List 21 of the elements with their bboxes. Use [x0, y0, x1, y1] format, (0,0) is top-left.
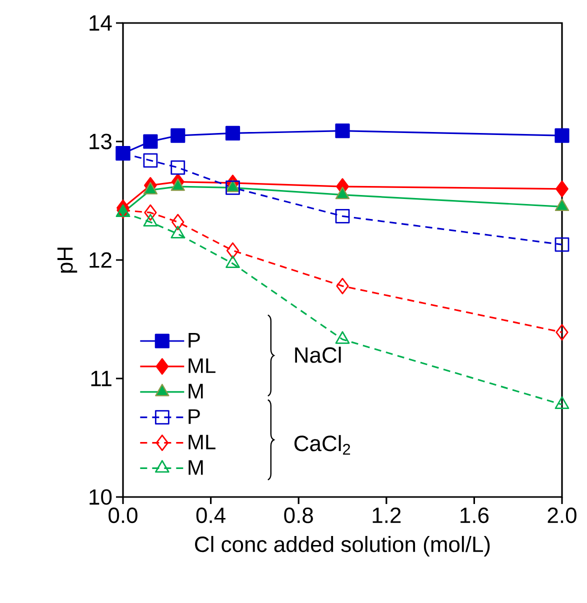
- y-tick-label: 10: [90, 489, 112, 505]
- x-tick-label: 2.0: [548, 508, 576, 524]
- annotation: CaCl$_{2}$: [294, 435, 350, 455]
- annotation: NaCl: [295, 346, 341, 363]
- x-tick-label: 1.6: [460, 508, 489, 524]
- y-tick-label: 13: [90, 134, 112, 150]
- y-tick-label: 11: [91, 370, 112, 386]
- legend-label: M: [188, 460, 203, 475]
- x-tick-label: 0.4: [196, 508, 226, 524]
- legend-label: P: [188, 333, 200, 348]
- y-axis-title: pH: [57, 248, 78, 273]
- y-tick-label: 14: [90, 15, 112, 31]
- legend-label: ML: [188, 434, 216, 450]
- legend-label: ML: [188, 358, 216, 373]
- x-axis-title: Cl conc added solution (mol/L): [195, 536, 490, 556]
- legend-label: M: [188, 384, 203, 398]
- x-tick-label: 1.2: [372, 508, 401, 523]
- x-tick-label: 0.8: [284, 508, 313, 524]
- legend-label: P: [188, 409, 200, 424]
- x-tick-label: 0.0: [108, 508, 138, 524]
- y-tick-label: 12: [90, 252, 112, 268]
